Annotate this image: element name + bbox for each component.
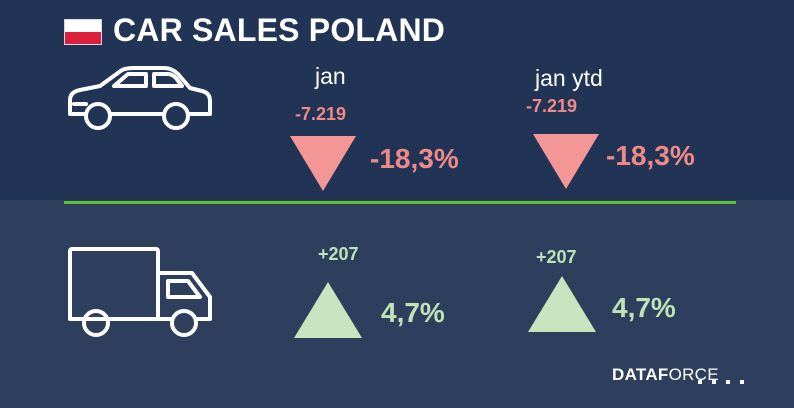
section-divider bbox=[64, 201, 736, 204]
cars-ytd-percent: -18,3% bbox=[606, 140, 695, 171]
poland-flag-icon bbox=[64, 19, 102, 45]
trucks-jan-delta: +207 bbox=[318, 244, 359, 264]
trucks-section bbox=[0, 200, 794, 408]
cars-jan-percent: -18,3% bbox=[370, 143, 459, 174]
truck-icon bbox=[68, 247, 212, 337]
page-title: CAR SALES POLAND bbox=[113, 12, 446, 48]
cars-ytd-delta: -7.219 bbox=[526, 96, 578, 116]
cars-ytd-down-arrow-icon bbox=[533, 134, 599, 189]
cars-jan-down-arrow-icon bbox=[290, 136, 356, 191]
trucks-jan-up-arrow-icon bbox=[294, 282, 362, 338]
cars-jan-delta: -7.219 bbox=[295, 104, 347, 124]
car-icon bbox=[68, 66, 212, 130]
cars-section bbox=[0, 0, 794, 200]
dataforce-logo: DATAFORCE bbox=[612, 365, 719, 384]
column-label-jan: jan bbox=[315, 63, 346, 89]
trucks-ytd-percent: 4,7% bbox=[612, 292, 676, 323]
trucks-ytd-up-arrow-icon bbox=[528, 276, 596, 332]
trucks-jan-percent: 4,7% bbox=[381, 297, 445, 328]
trucks-ytd-delta: +207 bbox=[536, 247, 577, 267]
column-label-jan-ytd: jan ytd bbox=[535, 65, 603, 91]
